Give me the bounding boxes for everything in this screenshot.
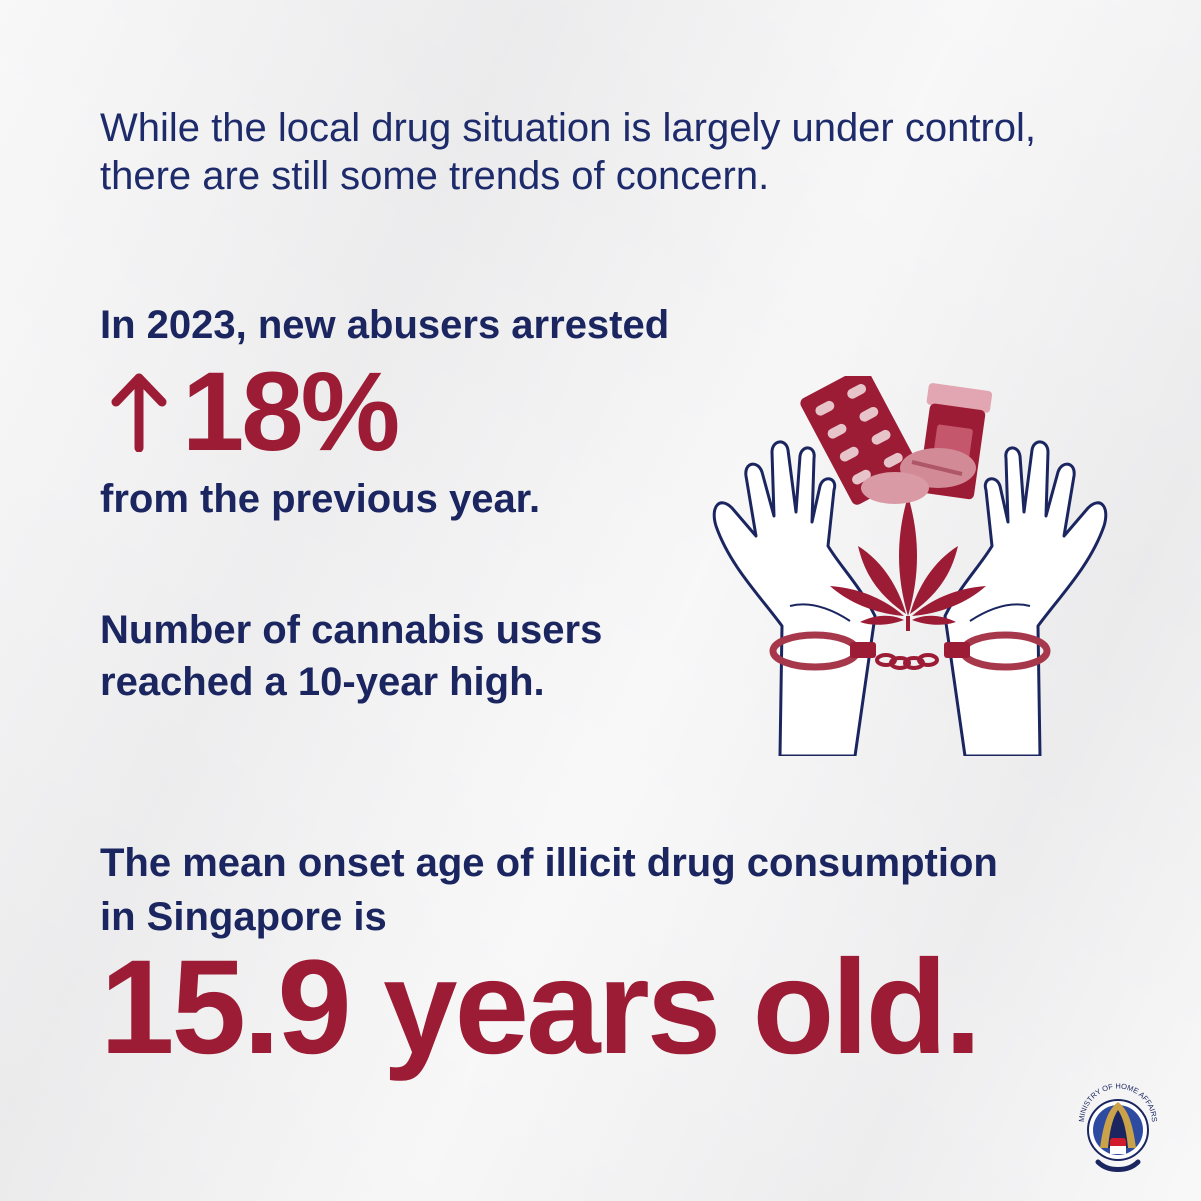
cannabis-users-text: Number of cannabis users reached a 10-ye… <box>100 608 603 704</box>
new-abusers-heading: In 2023, new abusers arrested <box>100 303 670 347</box>
new-abusers-percent: 18% <box>182 349 400 474</box>
new-abusers-change: 18% <box>108 349 400 474</box>
new-abusers-tail: from the previous year. <box>100 477 541 521</box>
up-arrow-icon <box>111 373 167 452</box>
onset-age-heading: The mean onset age of illicit drug consu… <box>100 841 998 939</box>
hands-drugs-handcuffs-icon <box>712 376 1108 756</box>
intro-text: While the local drug situation is largel… <box>100 106 1037 198</box>
onset-age-value: 15.9 years old. <box>100 933 982 1082</box>
ministry-of-home-affairs-crest-icon: MINISTRY OF HOME AFFAIRS <box>1077 1082 1159 1172</box>
